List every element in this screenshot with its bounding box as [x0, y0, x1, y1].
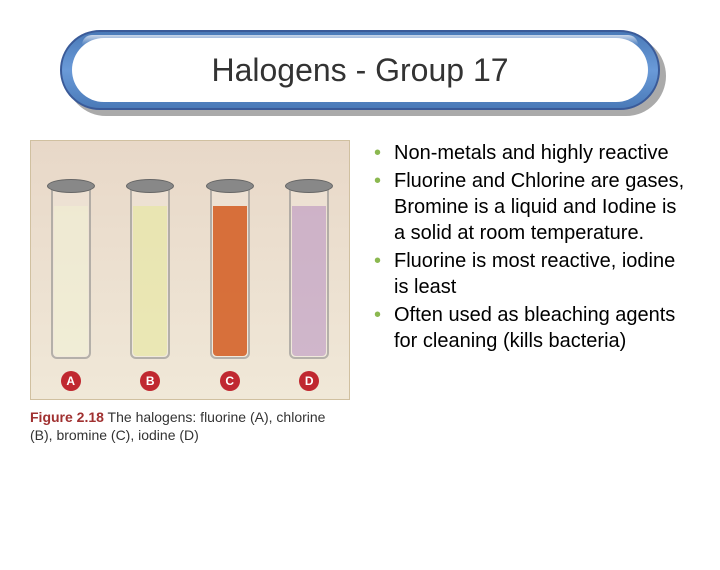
figure-column: A B C D Figure 2.18 The halogens: fluorine …	[30, 140, 350, 444]
bullet-item: Fluorine and Chlorine are gases, Bromine…	[370, 168, 690, 246]
tube-cap	[47, 179, 95, 193]
tube-fill	[213, 206, 247, 356]
test-tube	[283, 179, 335, 359]
caption-prefix: Figure 2.18	[30, 409, 104, 425]
bullet-item: Fluorine is most reactive, iodine is lea…	[370, 248, 690, 300]
labels-row: A B C D	[31, 371, 349, 391]
content-area: A B C D Figure 2.18 The halogens: fluorine …	[0, 130, 720, 454]
tubes-row	[31, 161, 349, 359]
halogens-figure: A B C D	[30, 140, 350, 400]
bullet-item: Often used as bleaching agents for clean…	[370, 302, 690, 354]
tube-cap	[126, 179, 174, 193]
test-tube	[45, 179, 97, 359]
test-tube	[124, 179, 176, 359]
tube-fill	[133, 206, 167, 356]
bullet-item: Non-metals and highly reactive	[370, 140, 690, 166]
test-tube	[204, 179, 256, 359]
tube-fill	[292, 206, 326, 356]
bullets-column: Non-metals and highly reactiveFluorine a…	[370, 140, 690, 444]
tube-label-badge: A	[61, 371, 81, 391]
title-banner: Halogens - Group 17	[60, 30, 660, 110]
figure-caption: Figure 2.18 The halogens: fluorine (A), …	[30, 408, 350, 444]
slide-title: Halogens - Group 17	[211, 52, 508, 89]
tube-label-badge: D	[299, 371, 319, 391]
tube-cap	[285, 179, 333, 193]
banner-inner: Halogens - Group 17	[72, 38, 648, 102]
tube-fill	[54, 206, 88, 356]
bullet-list: Non-metals and highly reactiveFluorine a…	[370, 140, 690, 354]
tube-label-badge: B	[140, 371, 160, 391]
tube-cap	[206, 179, 254, 193]
tube-label-badge: C	[220, 371, 240, 391]
